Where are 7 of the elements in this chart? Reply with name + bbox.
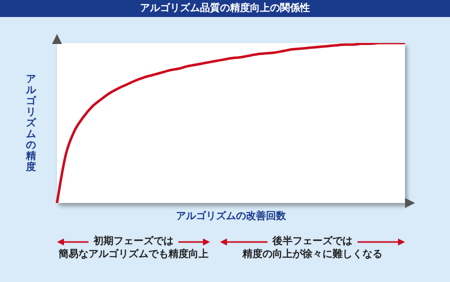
- text: 精度の向上が徐々に難しくなる: [241, 248, 384, 261]
- text: 後半フェーズでは: [272, 235, 352, 248]
- x-axis-title: アルゴリズムの改善回数: [175, 209, 287, 223]
- text: 簡易なアルゴリズムでも精度向上: [58, 248, 210, 261]
- text: 初期フェーズでは: [94, 235, 174, 248]
- text: アルゴリズムの精度: [26, 74, 36, 172]
- chart-title: アルゴリズム品質の精度向上の関係性: [0, 0, 450, 17]
